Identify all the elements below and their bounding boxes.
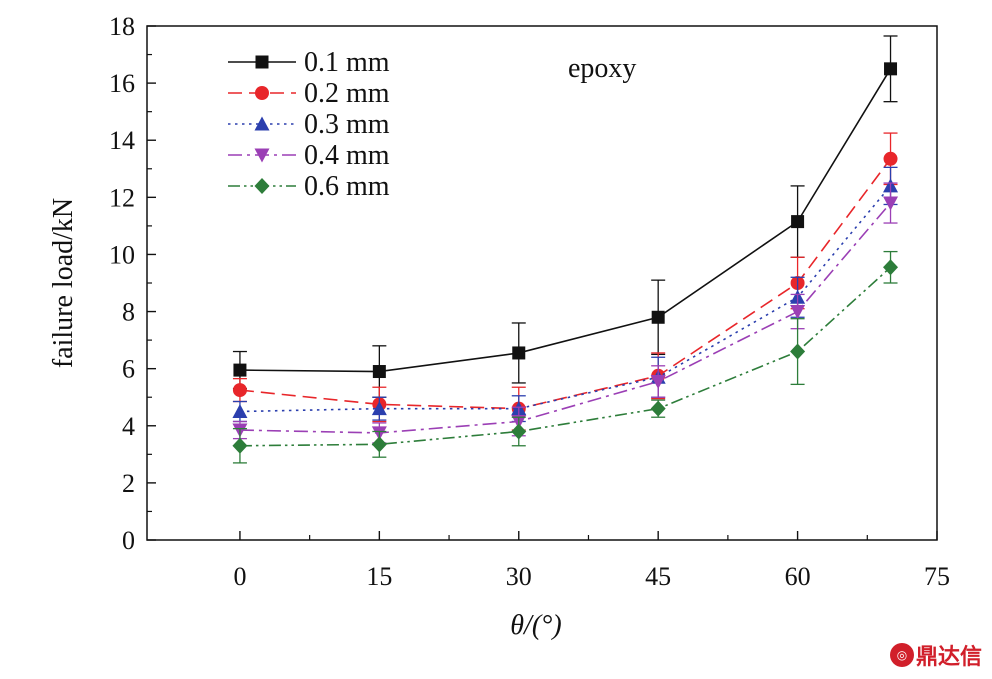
legend-marker <box>255 55 269 69</box>
data-point <box>511 423 527 440</box>
legend-label: 0.1 mm <box>304 47 390 78</box>
legend-marker <box>254 178 270 194</box>
data-point <box>883 259 899 276</box>
y-tick-label: 4 <box>122 412 135 441</box>
series-line <box>239 202 892 434</box>
data-point <box>884 62 898 76</box>
axes: 0 15 30 45 60 75 0 2 4 6 8 10 12 14 16 18 <box>109 12 950 591</box>
y-tick-label: 12 <box>109 183 135 212</box>
series-line <box>239 68 892 373</box>
legend-marker <box>254 116 270 131</box>
series-line <box>239 266 892 447</box>
y-tick-label: 6 <box>122 355 135 384</box>
plot-frame <box>146 25 938 541</box>
data-point <box>232 404 248 418</box>
data-point <box>232 383 247 398</box>
data-point <box>651 310 665 324</box>
dingdaxin-logo-icon: ◎ <box>889 643 914 667</box>
y-tick-label: 0 <box>122 526 135 555</box>
data-point <box>512 346 526 360</box>
data-point <box>233 363 247 377</box>
series-4 <box>232 250 899 464</box>
watermark-text: 鼎达信 <box>915 645 982 670</box>
data-point <box>650 400 666 417</box>
data-point <box>650 375 666 390</box>
y-tick-label: 14 <box>109 126 135 155</box>
y-tick-label: 2 <box>122 469 135 498</box>
x-tick-label: 15 <box>366 562 392 591</box>
data-point <box>790 343 806 360</box>
x-axis-title: θ/(°) <box>510 610 561 641</box>
data-point <box>371 401 387 416</box>
legend-marker <box>255 86 269 100</box>
data-point <box>790 305 806 320</box>
legend-label: 0.4 mm <box>304 140 390 171</box>
y-axis-title: failure load/kN <box>48 198 79 368</box>
y-tick-label: 8 <box>122 298 135 327</box>
x-tick-label: 45 <box>645 562 671 591</box>
data-point <box>883 196 899 211</box>
x-tick-label: 75 <box>924 562 950 591</box>
y-tick-label: 16 <box>109 69 135 98</box>
data-point <box>372 365 386 379</box>
x-tick-label: 0 <box>233 562 246 591</box>
legend-marker <box>254 148 270 163</box>
x-tick-label: 30 <box>506 562 532 591</box>
legend: 0.1 mm0.2 mm0.3 mm0.4 mm0.6 mm <box>228 47 390 202</box>
data-point <box>232 437 248 454</box>
chart-annotation: epoxy <box>568 53 636 84</box>
watermark: ◎ 鼎达信 <box>889 639 982 671</box>
data-point <box>791 215 805 229</box>
x-tick-label: 60 <box>785 562 811 591</box>
data-point <box>371 436 387 453</box>
legend-label: 0.3 mm <box>304 109 390 140</box>
data-point <box>883 151 898 166</box>
series-layer <box>232 35 899 464</box>
legend-label: 0.2 mm <box>304 78 390 109</box>
y-tick-label: 18 <box>109 12 135 41</box>
series-line <box>239 185 892 413</box>
y-tick-label: 10 <box>109 240 135 269</box>
legend-label: 0.6 mm <box>304 171 390 202</box>
series-line <box>239 158 892 410</box>
